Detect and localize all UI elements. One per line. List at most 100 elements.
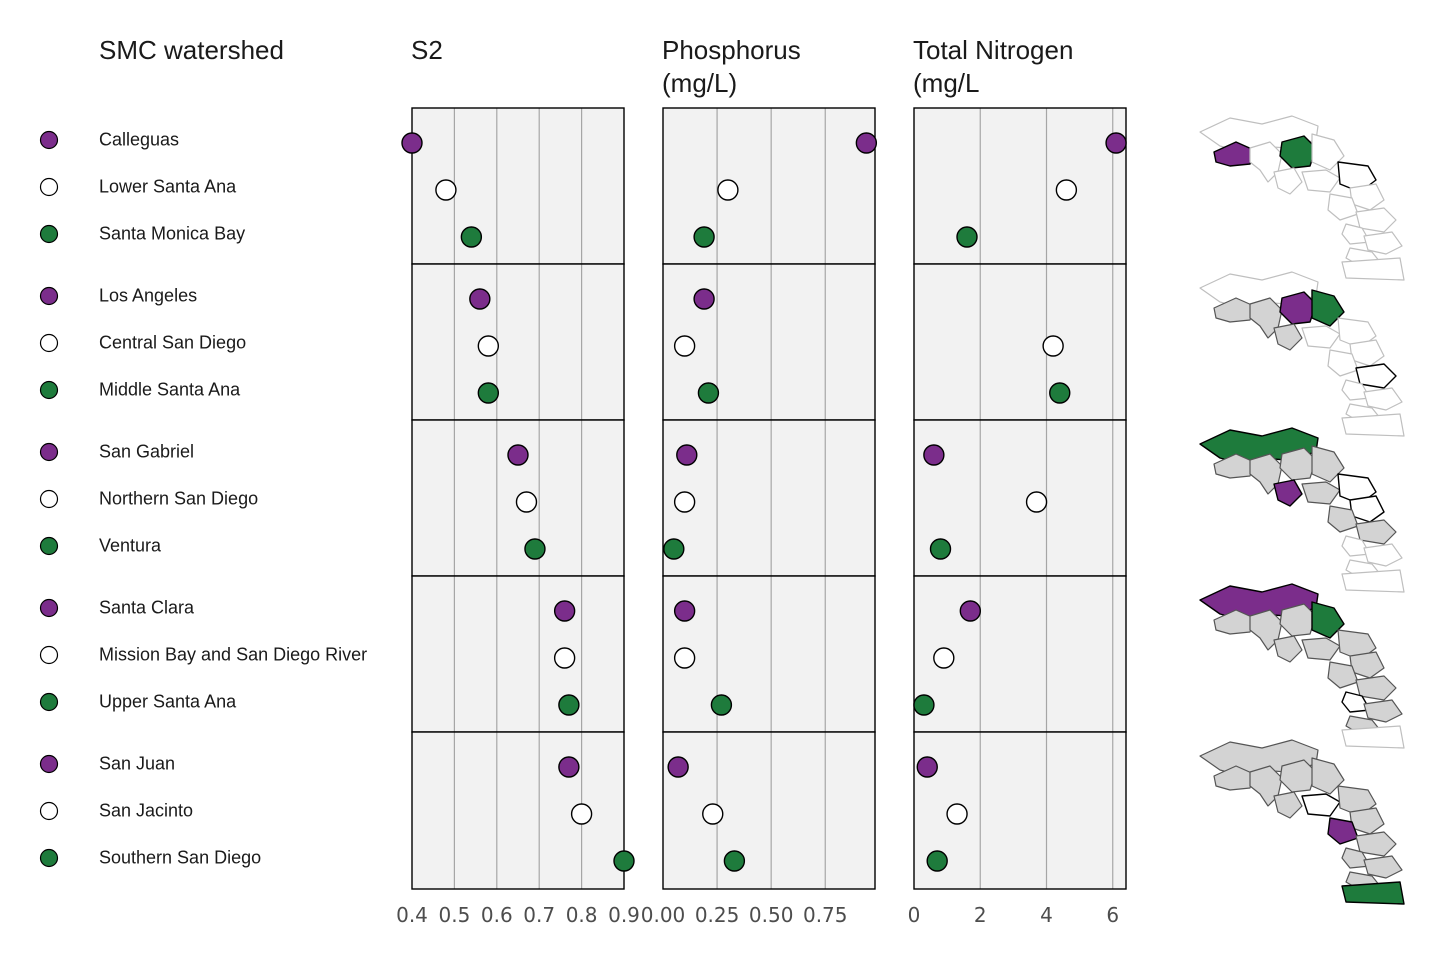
watershed-region [1213, 765, 1255, 791]
watershed-region [1327, 817, 1359, 845]
watershed-region [1273, 167, 1303, 195]
tick-label: 0.5 [438, 903, 470, 927]
legend-dot-ventura [39, 536, 59, 556]
watershed-region [1327, 661, 1359, 689]
watershed-region [1301, 325, 1341, 349]
watershed-label-santa-clara: Santa Clara [99, 597, 195, 618]
point-nitrogen-northern-san-diego [1025, 491, 1048, 513]
watershed-region [1341, 569, 1405, 593]
point-phosphorus-san-gabriel [676, 444, 698, 466]
watershed-region [1341, 379, 1371, 401]
panel-background [663, 576, 875, 732]
watershed-region [1341, 257, 1405, 281]
legend-dot-upper-santa-ana [39, 692, 59, 712]
panel-border [662, 731, 876, 890]
watershed-region [1213, 453, 1255, 479]
point-nitrogen-lower-santa-ana [1055, 179, 1078, 201]
tick-label: 0.4 [396, 903, 428, 927]
watershed-region [1341, 881, 1405, 905]
tick-label: 0.6 [481, 903, 513, 927]
point-phosphorus-los-angeles [693, 288, 715, 310]
watershed-region [1355, 519, 1397, 545]
point-nitrogen-mission-bay-and-san-diego-river [933, 647, 955, 669]
watershed-region [1311, 445, 1345, 483]
point-s2-lower-santa-ana [435, 179, 457, 201]
watershed-region [1279, 135, 1317, 169]
point-phosphorus-santa-clara [673, 600, 696, 622]
point-nitrogen-upper-santa-ana [913, 694, 935, 716]
point-s2-upper-santa-ana [558, 694, 580, 716]
panel-background [663, 732, 875, 889]
legend-dot-southern-san-diego [39, 848, 59, 868]
point-s2-los-angeles [469, 288, 491, 310]
watershed-region [1355, 675, 1397, 701]
watershed-region [1279, 291, 1317, 325]
legend-dot-los-angeles [39, 286, 59, 306]
watershed-region [1355, 207, 1397, 233]
point-s2-northern-san-diego [515, 491, 538, 513]
tick-label: 0.9 [608, 903, 640, 927]
point-phosphorus-northern-san-diego [673, 491, 696, 513]
point-nitrogen-central-san-diego [1042, 335, 1064, 357]
point-s2-san-gabriel [507, 444, 529, 466]
s2-header: S2 [411, 35, 443, 65]
point-phosphorus-calleguas [855, 132, 878, 154]
watershed-region [1279, 759, 1317, 793]
point-nitrogen-ventura [929, 538, 952, 560]
legend-dot-santa-monica-bay [39, 224, 59, 244]
watershed-region [1341, 413, 1405, 437]
watershed-region [1301, 481, 1341, 505]
watershed-label-santa-monica-bay: Santa Monica Bay [99, 223, 246, 244]
watershed-label-mission-bay-and-san-diego-river: Mission Bay and San Diego River [99, 644, 368, 665]
point-nitrogen-santa-clara [959, 600, 982, 622]
legend-dot-central-san-diego [39, 333, 59, 353]
watershed-label-upper-santa-ana: Upper Santa Ana [99, 691, 237, 712]
panel-background [914, 108, 1126, 264]
watershed-label-los-angeles: Los Angeles [99, 285, 198, 306]
tick-label: 4 [1040, 903, 1053, 927]
watershed-region [1341, 535, 1371, 557]
watershed-label-northern-san-diego: Northern San Diego [99, 488, 259, 509]
panel-border [411, 731, 625, 890]
watershed-region [1301, 637, 1341, 661]
watershed-region [1363, 855, 1403, 879]
watershed-map-5 [1199, 739, 1405, 905]
point-s2-santa-clara [553, 600, 576, 622]
watershed-region [1273, 635, 1303, 663]
watershed-region [1327, 349, 1359, 377]
watershed-header: SMC watershed [99, 35, 284, 65]
watershed-region [1355, 831, 1397, 857]
watershed-region [1273, 479, 1303, 507]
point-nitrogen-san-juan [916, 756, 938, 778]
point-phosphorus-ventura [663, 538, 685, 560]
watershed-label-lower-santa-ana: Lower Santa Ana [99, 176, 237, 197]
point-phosphorus-upper-santa-ana [710, 694, 733, 716]
point-s2-middle-santa-ana [477, 382, 500, 404]
legend-dot-san-juan [39, 754, 59, 774]
panel-nitrogen: 0 2 4 6 [908, 107, 1127, 927]
panel-s2: 0.4 0.5 0.6 0.7 0.8 0.9 [396, 107, 640, 927]
nitrogen-header: Total Nitrogen (mg/L [913, 34, 1073, 100]
watershed-region [1311, 289, 1345, 327]
watershed-map-2 [1199, 271, 1405, 437]
panel-background [663, 420, 875, 576]
watershed-region [1341, 847, 1371, 869]
panels: 0.4 0.5 0.6 0.7 0.8 0.9 0.00 0.25 0.50 0.75 0 2 4 6 [396, 107, 1127, 927]
watershed-map-4 [1199, 583, 1405, 749]
watershed-region [1363, 699, 1403, 723]
watershed-region [1341, 725, 1405, 749]
watershed-region [1213, 297, 1255, 323]
tick-label: 6 [1106, 903, 1119, 927]
point-nitrogen-middle-santa-ana [1049, 382, 1071, 404]
watershed-label-san-jacinto: San Jacinto [99, 800, 194, 821]
phosphorus-header: Phosphorus (mg/L) [662, 34, 801, 100]
point-nitrogen-calleguas [1105, 132, 1127, 154]
point-nitrogen-santa-monica-bay [956, 226, 978, 248]
watershed-region [1355, 363, 1397, 389]
tick-label: 0 [908, 903, 921, 927]
watershed-map-1 [1199, 115, 1405, 281]
watershed-region [1327, 193, 1359, 221]
legend-dot-santa-clara [39, 598, 59, 618]
